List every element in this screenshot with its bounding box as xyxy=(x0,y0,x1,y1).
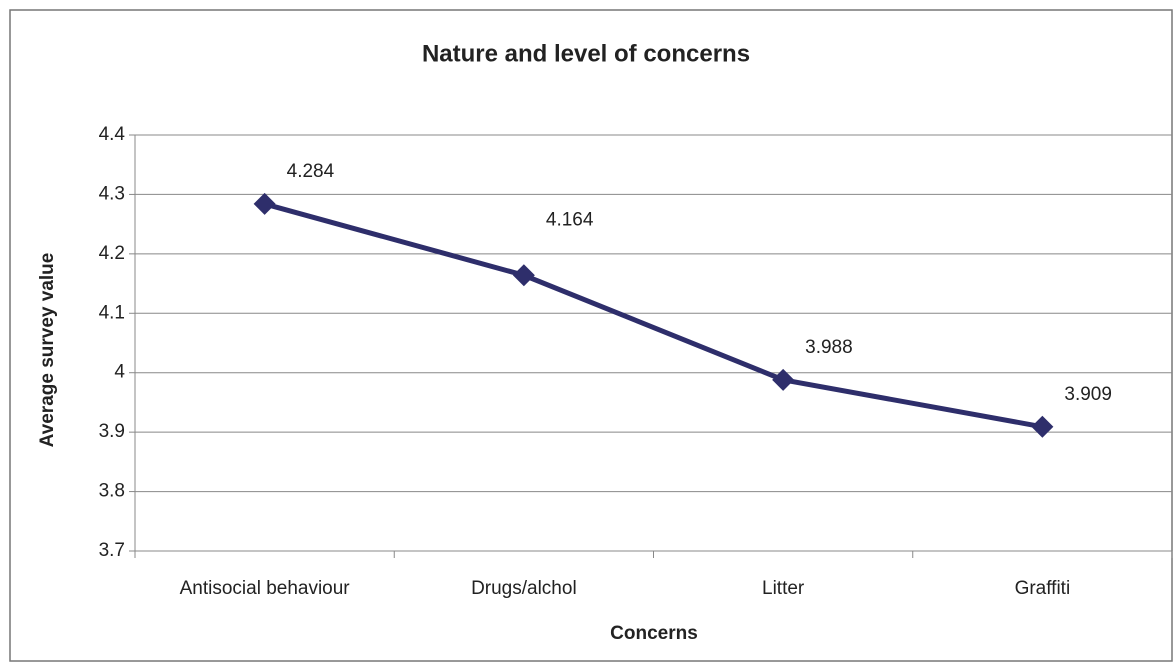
data-label: 4.284 xyxy=(287,161,335,182)
y-tick-label: 3.9 xyxy=(99,421,125,442)
x-axis-title: Concerns xyxy=(610,623,698,644)
y-tick-label: 4.1 xyxy=(99,302,125,323)
data-label: 3.988 xyxy=(805,337,853,358)
y-tick-label: 4 xyxy=(114,362,125,383)
y-axis-title: Average survey value xyxy=(37,253,58,448)
marker xyxy=(253,192,276,215)
x-tick-label: Drugs/alchol xyxy=(471,578,577,599)
y-tick-label: 4.2 xyxy=(99,243,125,264)
y-tick-label: 3.8 xyxy=(99,481,125,502)
marker xyxy=(1031,415,1054,438)
x-tick-label: Graffiti xyxy=(1015,578,1071,599)
y-tick-label: 4.4 xyxy=(99,124,126,145)
data-label: 3.909 xyxy=(1064,384,1112,405)
marker xyxy=(512,264,535,287)
line xyxy=(263,201,1043,430)
x-tick-label: Antisocial behaviour xyxy=(180,578,351,599)
chart-frame xyxy=(9,9,1173,662)
x-tick-label: Litter xyxy=(762,578,805,599)
y-tick-label: 4.3 xyxy=(99,183,125,204)
marker xyxy=(772,368,795,391)
data-label: 4.164 xyxy=(546,209,594,230)
chart-title: Nature and level of concerns xyxy=(422,40,750,67)
y-tick-label: 3.7 xyxy=(99,540,125,561)
